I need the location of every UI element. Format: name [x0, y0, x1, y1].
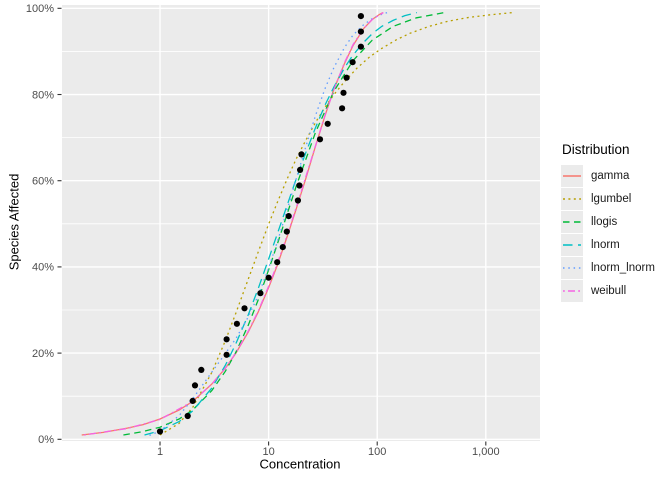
data-point — [198, 366, 205, 373]
curve-lnorm — [144, 11, 418, 436]
llogis-line-sample-icon — [563, 220, 581, 223]
data-point — [340, 89, 347, 96]
data-point — [274, 259, 281, 266]
data-point — [357, 43, 364, 50]
lnorm-lnorm-line-sample-icon — [563, 266, 581, 269]
legend-entry-lnorm-lnorm: lnorm_lnorm — [561, 256, 655, 279]
x-tick-label: 1,000 — [472, 446, 500, 458]
y-tick-label: 60% — [32, 176, 54, 188]
legend: Distribution gamma lgumbel llogis lnorm — [561, 142, 655, 302]
data-point — [279, 244, 286, 251]
data-point — [257, 290, 264, 297]
data-point — [223, 351, 230, 358]
data-point — [233, 320, 240, 327]
x-tick-label: 10 — [262, 446, 274, 458]
legend-key-llogis — [561, 210, 583, 233]
lnorm-line-sample-icon — [563, 243, 581, 246]
data-point — [283, 228, 290, 235]
x-tick-label: 100 — [368, 446, 386, 458]
legend-key-lnorm — [561, 233, 583, 256]
data-point — [298, 151, 305, 158]
gamma-line-sample-icon — [563, 174, 581, 177]
y-tick-label: 80% — [32, 89, 54, 101]
legend-entry-llogis: llogis — [561, 210, 655, 233]
data-point — [156, 428, 164, 435]
legend-entry-gamma: gamma — [561, 164, 655, 187]
legend-label: gamma — [591, 169, 630, 182]
data-point — [297, 166, 304, 173]
legend-entry-lnorm: lnorm — [561, 233, 655, 256]
legend-entry-lgumbel: lgumbel — [561, 187, 655, 210]
legend-label: weibull — [591, 284, 627, 297]
data-point — [223, 336, 230, 343]
legend-key-lnorm-lnorm — [561, 256, 583, 279]
legend-key-gamma — [561, 164, 583, 187]
y-tick-label: 40% — [32, 262, 54, 274]
legend-title: Distribution — [562, 142, 630, 157]
lgumbel-line-sample-icon — [563, 197, 581, 200]
data-point — [294, 197, 301, 204]
legend-label: lnorm — [591, 238, 620, 251]
data-point — [343, 74, 350, 81]
data-point — [339, 105, 346, 112]
y-tick-label: 100% — [26, 3, 54, 15]
data-point — [241, 305, 248, 312]
legend-label: lnorm_lnorm — [591, 261, 655, 274]
legend-key-lgumbel — [561, 187, 583, 210]
data-point — [357, 13, 364, 20]
data-point — [285, 213, 292, 220]
legend-label: llogis — [591, 215, 618, 228]
curve-llogis — [123, 11, 445, 436]
x-tick-label: 1 — [157, 446, 163, 458]
plot-panel — [62, 5, 540, 441]
data-point — [324, 120, 331, 127]
data-point — [316, 136, 324, 143]
data-point — [265, 274, 272, 281]
y-tick-label: 20% — [32, 348, 54, 360]
data-point — [191, 382, 199, 389]
weibull-line-sample-icon — [563, 289, 581, 292]
y-axis-title: Species Affected — [6, 173, 22, 271]
data-point — [189, 397, 196, 404]
data-point — [184, 412, 191, 420]
data-point — [357, 28, 364, 35]
data-point — [349, 59, 356, 66]
y-tick-label: 0% — [38, 434, 54, 446]
legend-key-weibull — [561, 279, 583, 302]
data-point — [296, 182, 303, 189]
x-axis-title: Concentration — [259, 456, 341, 472]
legend-label: lgumbel — [591, 192, 632, 205]
legend-entry-weibull: weibull — [561, 279, 655, 302]
